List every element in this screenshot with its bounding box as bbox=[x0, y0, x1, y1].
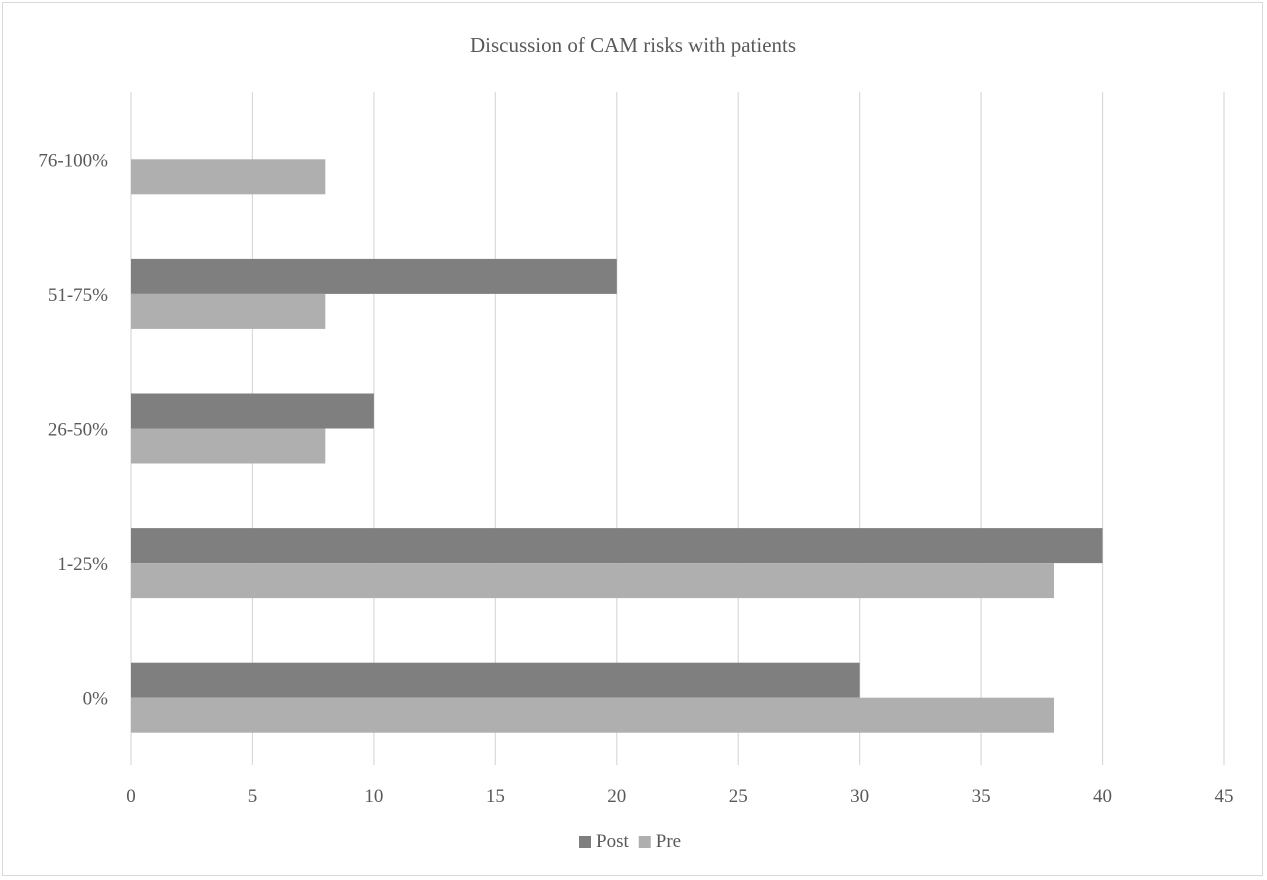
x-tick-label: 45 bbox=[1215, 786, 1234, 807]
bar-pre-51-75% bbox=[131, 293, 326, 329]
bar-post-51-75% bbox=[131, 258, 617, 294]
x-tick-label: 0 bbox=[126, 786, 136, 807]
x-tick-label: 10 bbox=[364, 786, 383, 807]
chart-title: Discussion of CAM risks with patients bbox=[470, 33, 796, 57]
y-tick-label: 26-50% bbox=[48, 420, 108, 441]
x-tick-label: 20 bbox=[607, 786, 626, 807]
x-axis: 0 5 10 15 20 25 30 35 40 45 bbox=[126, 786, 1233, 807]
y-tick-label: 0% bbox=[83, 689, 109, 710]
legend: Post Pre bbox=[579, 831, 681, 852]
x-tick-label: 30 bbox=[850, 786, 869, 807]
bar-post-26-50% bbox=[131, 393, 374, 429]
x-tick-label: 40 bbox=[1093, 786, 1112, 807]
x-tick-label: 35 bbox=[972, 786, 991, 807]
bar-pre-1-25% bbox=[131, 563, 1054, 599]
y-axis: 0% 1-25% 26-50% 51-75% 76-100% bbox=[38, 150, 108, 709]
legend-label-pre: Pre bbox=[656, 831, 681, 852]
bar-pre-0% bbox=[131, 697, 1054, 733]
legend-label-post: Post bbox=[596, 831, 629, 852]
legend-swatch-pre bbox=[638, 836, 651, 848]
x-tick-label: 25 bbox=[729, 786, 748, 807]
bars bbox=[131, 159, 1103, 733]
bar-pre-26-50% bbox=[131, 428, 326, 464]
x-tick-label: 5 bbox=[248, 786, 258, 807]
x-tick-label: 15 bbox=[486, 786, 505, 807]
y-tick-label: 51-75% bbox=[48, 285, 108, 306]
bar-pre-76-100% bbox=[131, 159, 326, 195]
bar-post-0% bbox=[131, 662, 860, 698]
legend-swatch-post bbox=[579, 836, 591, 848]
y-tick-label: 76-100% bbox=[38, 150, 108, 171]
y-tick-label: 1-25% bbox=[57, 554, 108, 575]
bar-post-1-25% bbox=[131, 528, 1103, 564]
gridlines bbox=[130, 92, 1225, 765]
